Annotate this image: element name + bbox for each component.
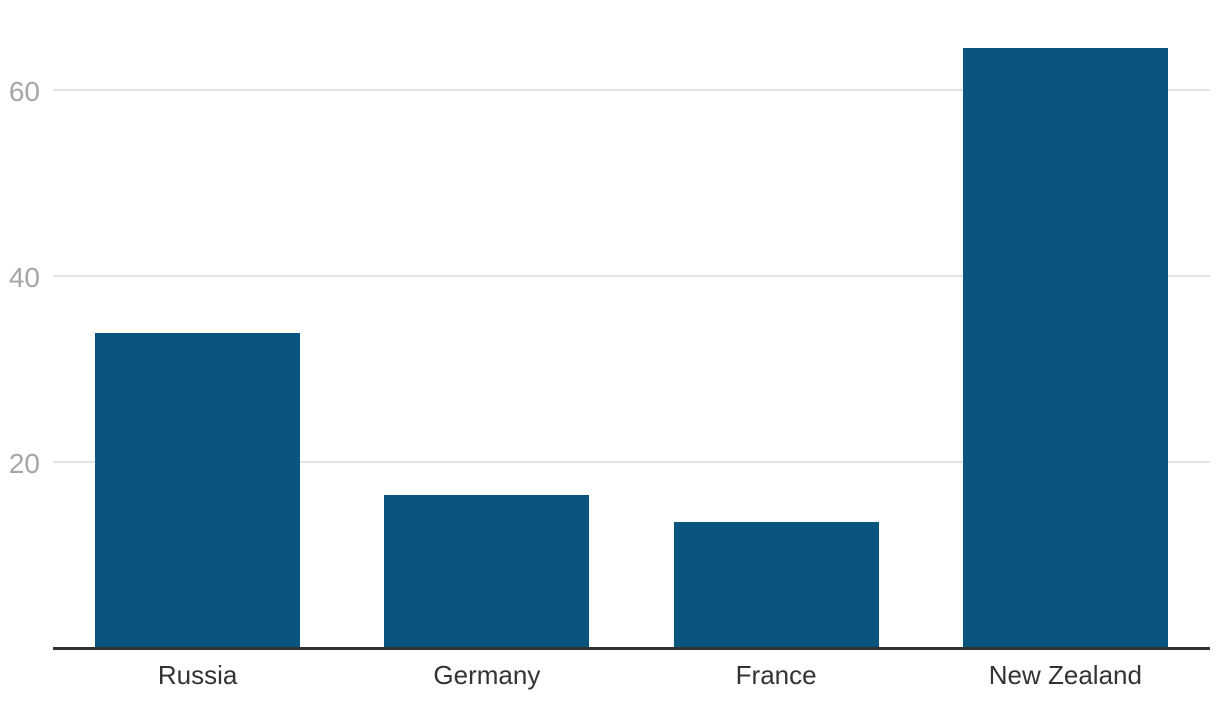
bar-new-zealand — [962, 48, 1168, 648]
bar-germany — [384, 494, 590, 648]
y-tick-label-20: 20 — [8, 448, 40, 479]
bar-france — [673, 522, 879, 648]
y-tick-label-60: 60 — [8, 76, 40, 107]
bar-russia — [95, 332, 301, 648]
x-category-label-france: France — [735, 660, 817, 690]
x-category-label-germany: Germany — [433, 660, 541, 690]
x-category-label-new-zealand: New Zealand — [988, 660, 1142, 690]
x-axis-line — [53, 647, 1210, 650]
x-category-label-russia: Russia — [157, 660, 238, 690]
gridline-40 — [53, 275, 1210, 277]
gridline-60 — [53, 89, 1210, 91]
y-tick-label-40: 40 — [8, 262, 40, 293]
gridline-20 — [53, 461, 1210, 463]
